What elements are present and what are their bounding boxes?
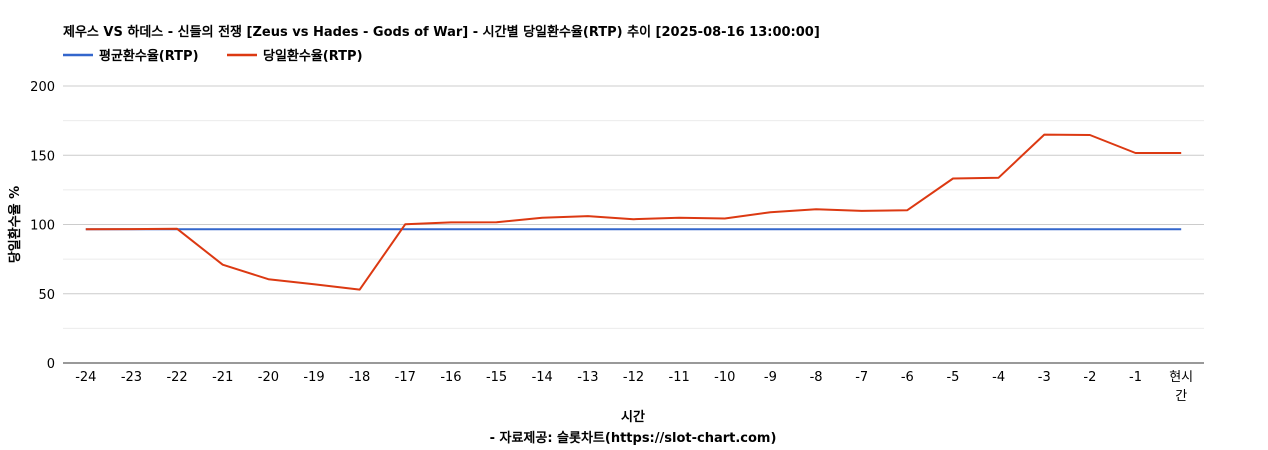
x-tick-label: -10 <box>714 370 735 385</box>
y-tick-label: 100 <box>30 219 55 234</box>
x-tick-label: -21 <box>212 370 233 385</box>
x-tick-label: -11 <box>669 370 690 385</box>
data-source-note: - 자료제공: 슬롯차트(https://slot-chart.com) <box>490 430 777 446</box>
x-tick-label: -23 <box>121 370 142 385</box>
x-tick-label: -9 <box>764 370 777 385</box>
chart-title: 제우스 VS 하데스 - 신들의 전쟁 [Zeus vs Hades - God… <box>63 24 820 40</box>
x-tick-label: -3 <box>1038 370 1051 385</box>
x-tick-labels: -24 -23 -22 -21 -20 -19 -18 -17 -16 -15 -14 -13 -12 -… <box>75 370 1193 404</box>
x-tick-label: -4 <box>992 370 1005 385</box>
x-tick-label: -14 <box>532 370 553 385</box>
y-tick-labels: 0 50 100 150 200 <box>30 80 55 372</box>
x-tick-label: -6 <box>901 370 914 385</box>
x-tick-label: 현시 간 <box>1169 370 1193 404</box>
x-tick-label: -12 <box>623 370 644 385</box>
series-lines <box>85 133 1182 291</box>
legend-label-daily: 당일환수율(RTP) <box>263 48 363 64</box>
x-tick-label: -7 <box>855 370 868 385</box>
daily-rtp-line <box>85 133 1182 291</box>
x-tick-label: -18 <box>349 370 370 385</box>
legend: 평균환수율(RTP) 당일환수율(RTP) <box>63 48 363 64</box>
x-tick-label: -24 <box>75 370 96 385</box>
gridlines <box>63 85 1204 329</box>
y-tick-label: 0 <box>47 357 55 372</box>
x-tick-label: -2 <box>1083 370 1096 385</box>
x-tick-label: -22 <box>166 370 187 385</box>
y-tick-label: 200 <box>30 80 55 95</box>
y-axis-label: 당일환수율 % <box>7 186 23 263</box>
y-tick-label: 50 <box>38 288 55 303</box>
x-tick-label: -8 <box>810 370 823 385</box>
x-axis-label: 시간 <box>621 409 645 425</box>
y-tick-label: 150 <box>30 149 55 164</box>
x-tick-label: -20 <box>258 370 279 385</box>
x-tick-label: -16 <box>440 370 461 385</box>
x-tick-label: -19 <box>303 370 324 385</box>
x-tick-label: -1 <box>1129 370 1142 385</box>
x-tick-label: -17 <box>395 370 416 385</box>
x-tick-label: -13 <box>577 370 598 385</box>
legend-label-average: 평균환수율(RTP) <box>99 48 199 64</box>
x-tick-label: -5 <box>946 370 959 385</box>
x-tick-label: -15 <box>486 370 507 385</box>
